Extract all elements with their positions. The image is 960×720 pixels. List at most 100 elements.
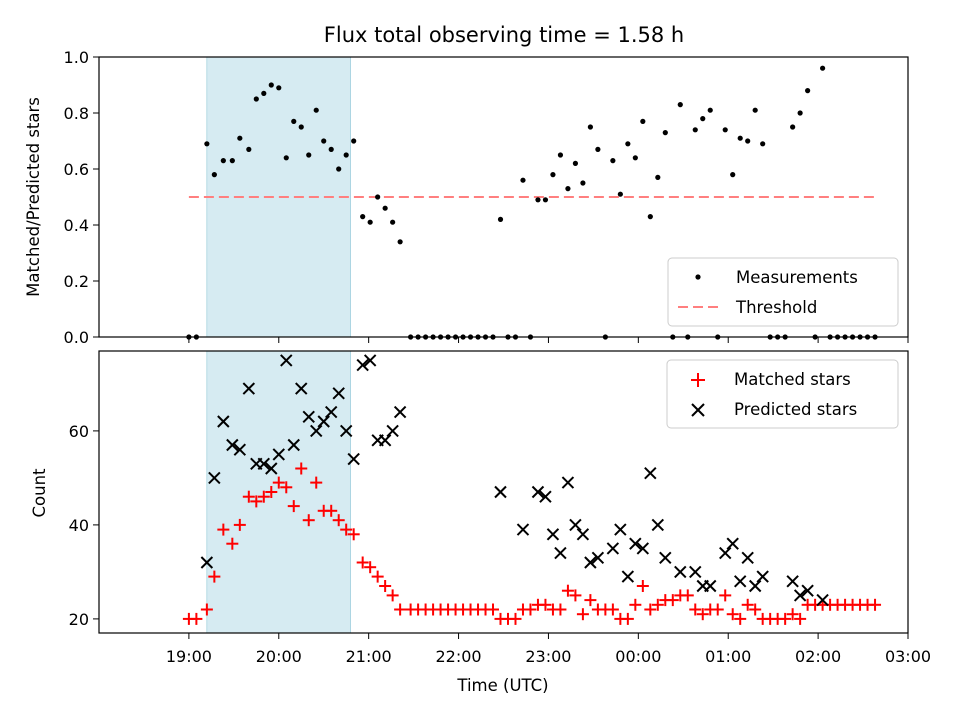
matched-star-marker bbox=[242, 490, 255, 503]
measurement-point bbox=[730, 172, 736, 178]
predicted-star-marker bbox=[591, 551, 605, 565]
matched-star-marker bbox=[226, 537, 239, 550]
top-legend-box bbox=[667, 257, 899, 327]
matched-star-marker bbox=[569, 589, 582, 602]
legend-predicted-marker bbox=[691, 403, 705, 417]
legend-predicted-label: Predicted stars bbox=[734, 400, 857, 419]
measurement-point bbox=[397, 239, 403, 245]
predicted-star-marker bbox=[606, 542, 620, 555]
matched-star-marker bbox=[487, 603, 500, 616]
matched-star-marker bbox=[340, 523, 353, 536]
predicted-star-marker bbox=[226, 438, 239, 452]
matched-star-marker bbox=[629, 598, 642, 611]
matched-star-marker bbox=[386, 589, 399, 602]
matched-star-marker bbox=[584, 594, 597, 607]
bottom-y-tick-label: 60 bbox=[69, 422, 89, 441]
matched-star-marker bbox=[233, 518, 246, 531]
measurement-point bbox=[557, 152, 564, 158]
predicted-star-marker bbox=[378, 434, 392, 447]
top-y-tick-label: 0.0 bbox=[64, 328, 89, 347]
measurement-point bbox=[550, 172, 556, 178]
bottom-y-axis-label: Count bbox=[30, 468, 49, 518]
predicted-star-marker bbox=[332, 387, 345, 400]
measurement-point bbox=[390, 219, 396, 225]
top-y-axis-label: Matched/Predicted stars bbox=[24, 97, 43, 297]
bottom-panel: 20 40 60 19:00 20:00 21:00 22:00 23:00 00:00 01:… bbox=[30, 350, 931, 695]
predicted-star-marker bbox=[651, 518, 665, 532]
matched-star-marker bbox=[786, 608, 799, 621]
predicted-star-marker bbox=[287, 438, 300, 452]
measurement-point bbox=[542, 197, 549, 203]
predicted-star-marker bbox=[659, 551, 672, 565]
matched-star-marker bbox=[741, 598, 754, 611]
predicted-star-marker bbox=[242, 382, 256, 395]
measurement-point bbox=[268, 82, 274, 88]
measurement-point bbox=[632, 155, 638, 161]
matched-star-marker bbox=[636, 580, 649, 592]
predicted-star-marker bbox=[386, 424, 399, 438]
measurement-point bbox=[722, 127, 728, 133]
matched-star-marker bbox=[576, 608, 589, 621]
measurement-point bbox=[580, 180, 586, 186]
measurement-point bbox=[313, 107, 319, 113]
matched-star-marker bbox=[711, 603, 724, 616]
top-y-tick-label: 1.0 bbox=[64, 48, 89, 67]
matched-star-marker bbox=[332, 514, 345, 527]
legend-matched-marker bbox=[691, 373, 705, 387]
matched-star-marker bbox=[265, 486, 278, 498]
matched-star-marker bbox=[217, 523, 230, 536]
legend-measurements-label: Measurements bbox=[736, 268, 858, 287]
measurement-point bbox=[336, 166, 342, 172]
top-x-ticks bbox=[188, 337, 909, 343]
measurement-point bbox=[276, 85, 282, 91]
predicted-star-marker bbox=[208, 471, 221, 485]
predicted-star-marker bbox=[317, 415, 330, 428]
predicted-star-marker bbox=[272, 448, 285, 461]
x-tick-label: 02:00 bbox=[795, 647, 841, 666]
predicted-star-marker bbox=[217, 415, 230, 428]
predicted-star-marker bbox=[576, 528, 590, 541]
matched-star-marker bbox=[302, 514, 315, 527]
bottom-legend-box bbox=[666, 359, 899, 429]
matched-star-markers bbox=[182, 462, 882, 625]
measurement-point bbox=[291, 118, 297, 124]
predicted-star-marker bbox=[719, 546, 732, 560]
measurement-point bbox=[237, 135, 243, 141]
predicted-star-marker bbox=[363, 354, 377, 367]
measurement-point bbox=[261, 90, 267, 96]
predicted-star-marker bbox=[569, 518, 582, 532]
predicted-star-marker bbox=[621, 570, 635, 583]
measurement-point bbox=[351, 138, 357, 144]
predicted-star-marker bbox=[325, 405, 338, 419]
matched-star-marker bbox=[364, 561, 377, 574]
matched-star-marker bbox=[869, 598, 882, 611]
measurement-point bbox=[306, 152, 312, 158]
matched-star-marker bbox=[666, 594, 679, 607]
measurement-point bbox=[328, 146, 334, 152]
matched-star-marker bbox=[208, 570, 221, 583]
matched-star-marker bbox=[250, 495, 263, 508]
measurement-point bbox=[707, 107, 713, 113]
chart-title: Flux total observing time = 1.58 h bbox=[324, 23, 684, 47]
measurement-point bbox=[610, 158, 616, 164]
measurement-point bbox=[662, 130, 668, 136]
matched-star-marker bbox=[325, 504, 338, 517]
predicted-star-marker bbox=[339, 424, 353, 438]
x-tick-label: 23:00 bbox=[525, 647, 571, 666]
predicted-star-marker bbox=[644, 466, 657, 480]
predicted-star-marker bbox=[801, 584, 814, 597]
predicted-star-marker bbox=[539, 490, 552, 503]
predicted-star-marker bbox=[257, 457, 271, 471]
top-y-tick-label: 0.8 bbox=[64, 104, 89, 123]
matched-star-marker bbox=[696, 608, 709, 621]
bottom-y-tick-label: 20 bbox=[69, 610, 89, 629]
matched-star-marker bbox=[606, 603, 619, 616]
matched-star-marker bbox=[689, 603, 702, 616]
measurement-point bbox=[752, 107, 758, 113]
predicted-star-marker bbox=[636, 542, 650, 555]
top-legend: Measurements Threshold bbox=[667, 257, 899, 327]
predicted-star-marker bbox=[531, 485, 545, 499]
top-y-tick-label: 0.4 bbox=[64, 216, 89, 235]
matched-star-marker bbox=[651, 598, 664, 611]
